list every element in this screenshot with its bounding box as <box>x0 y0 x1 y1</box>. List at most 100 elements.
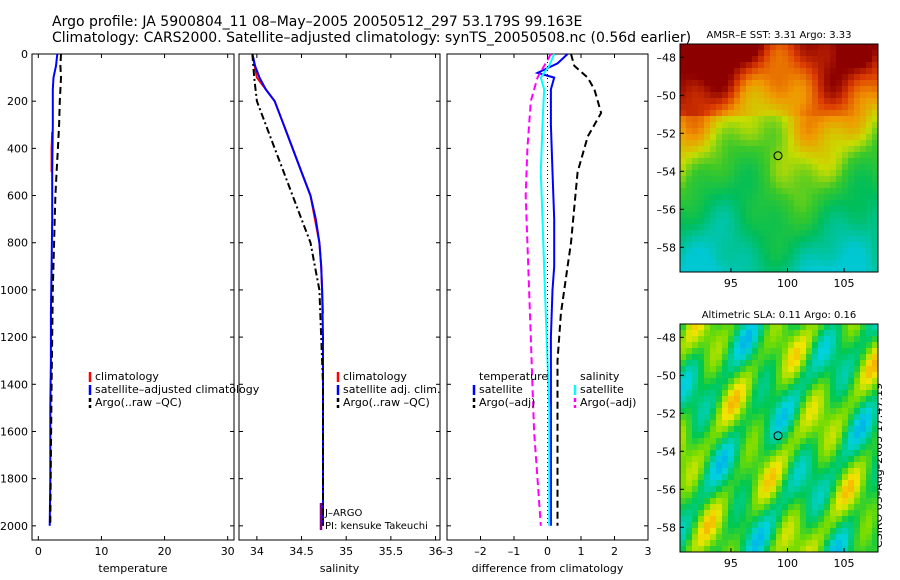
map-cell <box>836 504 842 510</box>
map-cell <box>824 444 830 450</box>
map-cell <box>734 146 740 152</box>
map-cell <box>746 146 752 152</box>
map-cell <box>794 378 800 384</box>
map-cell <box>746 224 752 230</box>
map-cell <box>698 390 704 396</box>
map-cell <box>848 510 854 516</box>
map-cell <box>710 44 716 50</box>
map-cell <box>704 336 710 342</box>
map-cell <box>830 354 836 360</box>
map-cell <box>866 540 872 546</box>
x-axis-label: temperature <box>98 562 167 575</box>
map-cell <box>830 182 836 188</box>
map-cell <box>722 266 728 272</box>
map-cell <box>758 122 764 128</box>
map-cell <box>860 266 866 272</box>
map-cell <box>836 56 842 62</box>
map-cell <box>812 342 818 348</box>
map-cell <box>740 44 746 50</box>
map-cell <box>776 146 782 152</box>
x-tick-label: 34 <box>250 545 264 558</box>
map-cell <box>740 348 746 354</box>
map-cell <box>860 522 866 528</box>
map-cell <box>860 170 866 176</box>
map-cell <box>866 260 872 266</box>
map-cell <box>740 324 746 330</box>
map-cell <box>734 260 740 266</box>
map-cell <box>686 80 692 86</box>
map-cell <box>836 242 842 248</box>
map-cell <box>800 260 806 266</box>
map-cell <box>710 248 716 254</box>
map-cell <box>830 372 836 378</box>
map-cell <box>728 432 734 438</box>
x-tick-label: –1 <box>508 545 521 558</box>
map-cell <box>692 158 698 164</box>
map-cell <box>758 134 764 140</box>
map-cell <box>806 546 812 552</box>
map-cell <box>698 396 704 402</box>
map-cell <box>860 200 866 206</box>
map-cell <box>764 390 770 396</box>
map-cell <box>710 504 716 510</box>
map-cell <box>818 354 824 360</box>
map-cell <box>848 254 854 260</box>
map-cell <box>836 98 842 104</box>
map-cell <box>698 56 704 62</box>
map-cell <box>746 456 752 462</box>
map-cell <box>758 194 764 200</box>
map-cell <box>794 456 800 462</box>
map-cell <box>752 212 758 218</box>
map-cell <box>686 504 692 510</box>
map-cell <box>872 44 878 50</box>
map-cell <box>758 420 764 426</box>
map-cell <box>842 342 848 348</box>
map-cell <box>716 170 722 176</box>
map-cell <box>752 158 758 164</box>
map-cell <box>800 528 806 534</box>
map-cell <box>728 462 734 468</box>
map-cell <box>746 170 752 176</box>
map-cell <box>788 74 794 80</box>
map-cell <box>716 348 722 354</box>
map-cell <box>812 396 818 402</box>
map-cell <box>692 528 698 534</box>
map-cell <box>782 468 788 474</box>
map-cell <box>746 212 752 218</box>
map-cell <box>746 360 752 366</box>
map-cell <box>686 444 692 450</box>
map-cell <box>836 218 842 224</box>
map-y-tick-label: –58 <box>657 241 677 254</box>
map-cell <box>710 128 716 134</box>
map-cell <box>794 68 800 74</box>
map-cell <box>782 230 788 236</box>
map-cell <box>722 480 728 486</box>
map-cell <box>704 522 710 528</box>
map-cell <box>752 384 758 390</box>
map-cell <box>734 92 740 98</box>
map-cell <box>872 206 878 212</box>
map-cell <box>848 456 854 462</box>
map-cell <box>848 194 854 200</box>
map-cell <box>860 438 866 444</box>
map-cell <box>842 128 848 134</box>
map-cell <box>776 456 782 462</box>
map-cell <box>722 50 728 56</box>
map-cell <box>842 188 848 194</box>
map-cell <box>812 372 818 378</box>
map-cell <box>860 194 866 200</box>
map-cell <box>800 188 806 194</box>
map-cell <box>824 468 830 474</box>
map-cell <box>830 254 836 260</box>
map-cell <box>692 342 698 348</box>
map-cell <box>728 146 734 152</box>
map-cell <box>704 56 710 62</box>
map-cell <box>710 480 716 486</box>
map-cell <box>746 44 752 50</box>
map-cell <box>854 254 860 260</box>
map-cell <box>872 128 878 134</box>
map-cell <box>740 396 746 402</box>
map-cell <box>824 408 830 414</box>
map-cell <box>686 402 692 408</box>
map-cell <box>866 182 872 188</box>
